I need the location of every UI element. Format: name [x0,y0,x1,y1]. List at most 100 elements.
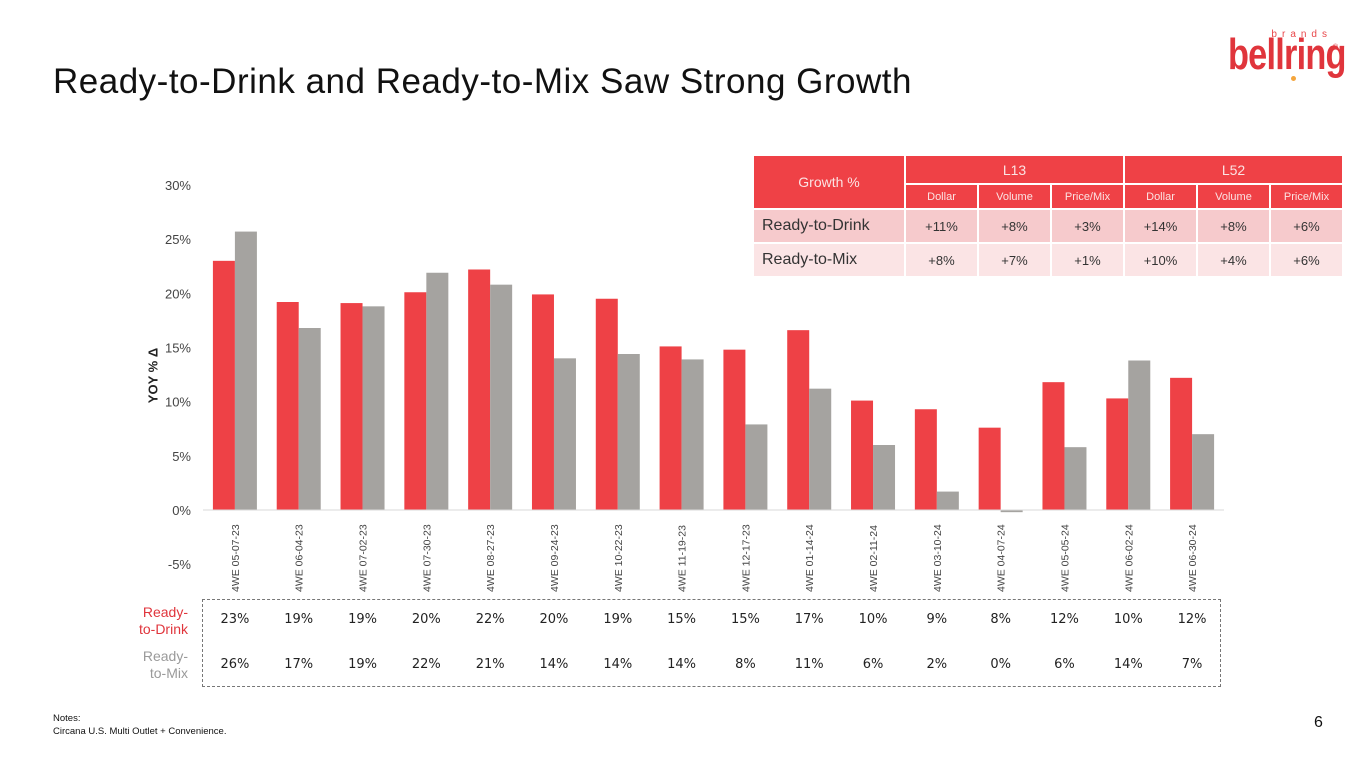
y-tick-label: -5% [168,557,192,572]
bar-ready-to-drink [212,260,235,510]
data-label-ready-to-drink: 20% [411,612,441,627]
series-label-ready-to-mix: Ready- to-Mix [118,648,188,682]
data-label-ready-to-drink: 12% [1050,612,1079,627]
bar-ready-to-drink [1106,398,1129,510]
subheader-l52-dollar: Dollar [1123,183,1198,210]
subheader-l52-volume: Volume [1196,183,1271,210]
x-tick-label: 4WE 05-05-24 [1059,524,1071,592]
notes-source: Circana U.S. Multi Outlet + Convenience. [53,726,227,737]
bar-ready-to-drink [978,427,1001,510]
data-label-ready-to-mix: 8% [735,657,756,672]
data-label-ready-to-mix: 11% [794,657,824,672]
y-axis-title: YOY % Δ [145,347,161,404]
bar-ready-to-mix [362,306,385,510]
bar-ready-to-drink [659,346,682,510]
table-cell: +3% [1050,208,1125,244]
logo-subtext: brands [1271,29,1332,40]
x-tick-label: 4WE 06-04-23 [294,524,306,592]
table-row-ready-to-drink: Ready-to-Drink +11% +8% +3% +14% +8% +6% [752,208,1344,244]
bar-ready-to-mix [617,354,640,510]
y-tick-label: 0% [172,503,191,518]
x-tick-label: 4WE 05-07-23 [230,524,242,592]
data-label-ready-to-mix: 14% [539,657,569,672]
bar-ready-to-mix [745,424,768,510]
bar-ready-to-mix [681,359,704,510]
x-tick-label: 4WE 04-07-24 [996,524,1008,592]
bar-ready-to-drink [468,269,491,510]
data-label-ready-to-drink: 23% [220,612,250,627]
data-label-ready-to-mix: 21% [475,657,505,672]
row-label: Ready-to-Mix [752,242,906,278]
bar-ready-to-mix [1064,447,1087,510]
bar-ready-to-mix [1192,434,1215,510]
logo-dot-icon [1291,76,1296,81]
data-label-ready-to-drink: 9% [926,612,948,627]
data-label-ready-to-drink: 10% [858,612,888,627]
x-tick-label: 4WE 01-14-24 [804,524,816,592]
data-label-ready-to-mix: 22% [411,657,441,672]
data-label-ready-to-drink: 17% [794,612,824,627]
y-tick-label: 25% [165,232,191,247]
row-label: Ready-to-Drink [752,208,906,244]
table-row-ready-to-mix: Ready-to-Mix +8% +7% +1% +10% +4% +6% [752,242,1344,278]
bar-ready-to-mix [426,272,449,510]
bar-ready-to-drink [1042,382,1065,510]
group-header-l52: L52 [1123,153,1344,186]
notes-label: Notes: [53,713,81,724]
x-tick-label: 4WE 02-11-24 [868,525,880,592]
series-label-line: Ready- [142,604,188,620]
series-label-line: Ready- [142,648,188,664]
data-label-ready-to-mix: 17% [284,657,314,672]
data-label-ready-to-drink: 15% [667,612,697,627]
table-cell: +6% [1269,242,1344,278]
registered-mark-icon: ® [1332,44,1338,51]
subheader-l13-volume: Volume [977,183,1052,210]
group-header-l13: L13 [904,153,1125,186]
table-cell: +8% [977,208,1052,244]
bar-ready-to-drink [595,298,618,510]
table-cell: +14% [1123,208,1198,244]
x-tick-label: 4WE 06-02-24 [1123,524,1135,592]
data-label-ready-to-mix: 14% [667,657,697,672]
table-cell: +6% [1269,208,1344,244]
x-tick-label: 4WE 09-24-23 [549,524,561,592]
bar-ready-to-drink [723,349,746,510]
x-tick-label: 4WE 03-10-24 [932,524,944,592]
bar-ready-to-mix [234,231,257,511]
bar-ready-to-mix [936,491,959,510]
data-label-ready-to-mix: 14% [603,657,633,672]
series-label-line: to-Mix [149,665,188,681]
bar-ready-to-mix [1128,360,1151,510]
data-label-ready-to-drink: 12% [1177,612,1207,627]
data-label-ready-to-mix: 14% [1113,657,1143,672]
bar-ready-to-mix [553,358,576,510]
table-cell: +11% [904,208,979,244]
y-tick-label: 20% [165,286,191,301]
bar-ready-to-drink [1170,377,1193,510]
data-label-ready-to-drink: 10% [1113,612,1143,627]
x-tick-label: 4WE 08-27-23 [485,524,497,592]
bar-ready-to-mix [873,445,896,510]
data-label-ready-to-drink: 22% [475,612,505,627]
bar-ready-to-mix [490,284,513,510]
data-label-ready-to-mix: 0% [990,657,1011,672]
data-label-ready-to-drink: 19% [348,612,377,627]
y-tick-label: 10% [165,395,191,410]
data-label-ready-to-mix: 6% [1054,657,1075,672]
data-label-ready-to-drink: 19% [284,612,314,627]
logo-wordmark: bellring [1228,30,1346,79]
data-label-ready-to-drink: 15% [730,612,760,627]
x-tick-label: 4WE 10-22-23 [613,524,625,592]
data-label-ready-to-drink: 20% [539,612,569,627]
data-label-ready-to-mix: 2% [926,657,948,672]
notes: Notes: Circana U.S. Multi Outlet + Conve… [53,712,226,738]
y-tick-label: 5% [172,449,191,464]
data-label-ready-to-drink: 19% [603,612,633,627]
data-table-box [202,599,1221,687]
data-label-ready-to-mix: 7% [1181,657,1203,672]
series-label-ready-to-drink: Ready- to-Drink [118,604,188,638]
x-tick-label: 4WE 07-02-23 [358,524,370,592]
bar-ready-to-mix [1000,510,1023,513]
x-tick-label: 4WE 12-17-23 [740,524,752,592]
